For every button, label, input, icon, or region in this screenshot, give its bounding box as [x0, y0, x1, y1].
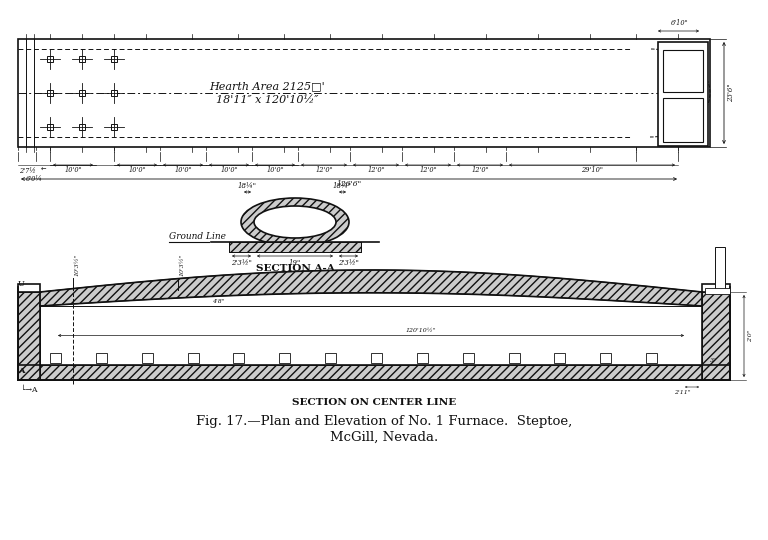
Text: McGill, Nevada.: McGill, Nevada.	[330, 430, 438, 443]
Bar	[233, 353, 244, 363]
Bar	[18, 284, 40, 380]
Text: 10'3½": 10'3½"	[180, 253, 185, 276]
Text: 18¼": 18¼"	[238, 182, 257, 190]
Bar	[18, 292, 40, 380]
Bar	[79, 124, 85, 130]
Bar	[111, 124, 117, 130]
Bar	[18, 365, 730, 380]
Text: 12'0": 12'0"	[315, 166, 333, 174]
Text: ←: ←	[40, 167, 46, 173]
Text: 10'0": 10'0"	[220, 166, 238, 174]
Text: 126'6": 126'6"	[336, 180, 362, 188]
Text: 23'6": 23'6"	[727, 84, 735, 102]
Bar	[229, 242, 361, 252]
Text: 3": 3"	[694, 109, 702, 117]
Bar	[663, 50, 703, 92]
Text: Fig. 17.—Plan and Elevation of No. 1 Furnace.  Steptoe,: Fig. 17.—Plan and Elevation of No. 1 Fur…	[196, 415, 572, 429]
Text: SECTION A-A: SECTION A-A	[256, 264, 334, 273]
Text: 12'0": 12'0"	[472, 166, 488, 174]
Text: 2'7½: 2'7½	[18, 167, 35, 175]
Text: 12'0": 12'0"	[419, 166, 437, 174]
Text: 3": 3"	[710, 357, 717, 362]
Bar	[47, 90, 53, 96]
Bar	[79, 56, 85, 62]
Bar	[715, 247, 725, 292]
Bar	[47, 56, 53, 62]
Bar	[47, 124, 53, 130]
Bar	[229, 242, 361, 252]
Text: U: U	[18, 280, 25, 288]
Bar	[371, 353, 382, 363]
Bar	[508, 353, 520, 363]
Text: 2'3½": 2'3½"	[231, 259, 252, 267]
Text: Ground Line: Ground Line	[169, 232, 226, 241]
Text: 6'0¼: 6'0¼	[25, 175, 42, 183]
Text: 2'3½": 2'3½"	[338, 259, 359, 267]
Ellipse shape	[241, 198, 349, 246]
Bar	[79, 90, 85, 96]
Bar	[702, 284, 730, 380]
Text: 18'11″ x 120'10½″: 18'11″ x 120'10½″	[216, 94, 318, 105]
Text: 10'0": 10'0"	[128, 166, 146, 174]
Bar	[601, 353, 611, 363]
Bar	[663, 98, 703, 142]
Text: 2'0": 2'0"	[748, 330, 753, 342]
Text: └→A: └→A	[21, 386, 38, 394]
Bar	[705, 288, 730, 294]
Text: 6'10": 6'10"	[671, 19, 689, 27]
Bar	[702, 292, 730, 380]
Bar	[18, 39, 710, 147]
Bar	[325, 353, 336, 363]
Text: 10'0": 10'0"	[65, 166, 82, 174]
Text: 10'0": 10'0"	[266, 166, 284, 174]
Text: SECTION ON CENTER LINE: SECTION ON CENTER LINE	[292, 398, 456, 407]
Text: 120'10½": 120'10½"	[406, 328, 436, 334]
Text: 10'3½": 10'3½"	[75, 253, 80, 276]
Text: A: A	[18, 367, 25, 375]
Bar	[187, 353, 199, 363]
Bar	[462, 353, 474, 363]
Bar	[646, 353, 657, 363]
Bar	[18, 365, 730, 380]
Bar	[50, 353, 61, 363]
Bar	[280, 353, 290, 363]
Bar	[658, 42, 708, 146]
Text: 18¼": 18¼"	[333, 182, 352, 190]
Text: 19": 19"	[289, 259, 301, 267]
Text: 4'8": 4'8"	[212, 299, 224, 304]
Bar	[40, 306, 702, 365]
Text: 12'0": 12'0"	[367, 166, 385, 174]
Bar	[111, 56, 117, 62]
Text: 2'11": 2'11"	[674, 390, 690, 395]
Bar	[111, 90, 117, 96]
Text: 18'11": 18'11"	[283, 211, 307, 219]
Text: 10'0": 10'0"	[174, 166, 192, 174]
Bar	[142, 353, 153, 363]
Bar	[554, 353, 565, 363]
Polygon shape	[40, 270, 702, 306]
Bar	[417, 353, 428, 363]
Ellipse shape	[254, 206, 336, 238]
Text: 29'10": 29'10"	[581, 166, 603, 174]
Bar	[96, 353, 107, 363]
Text: Hearth Area 2125□': Hearth Area 2125□'	[210, 82, 325, 91]
